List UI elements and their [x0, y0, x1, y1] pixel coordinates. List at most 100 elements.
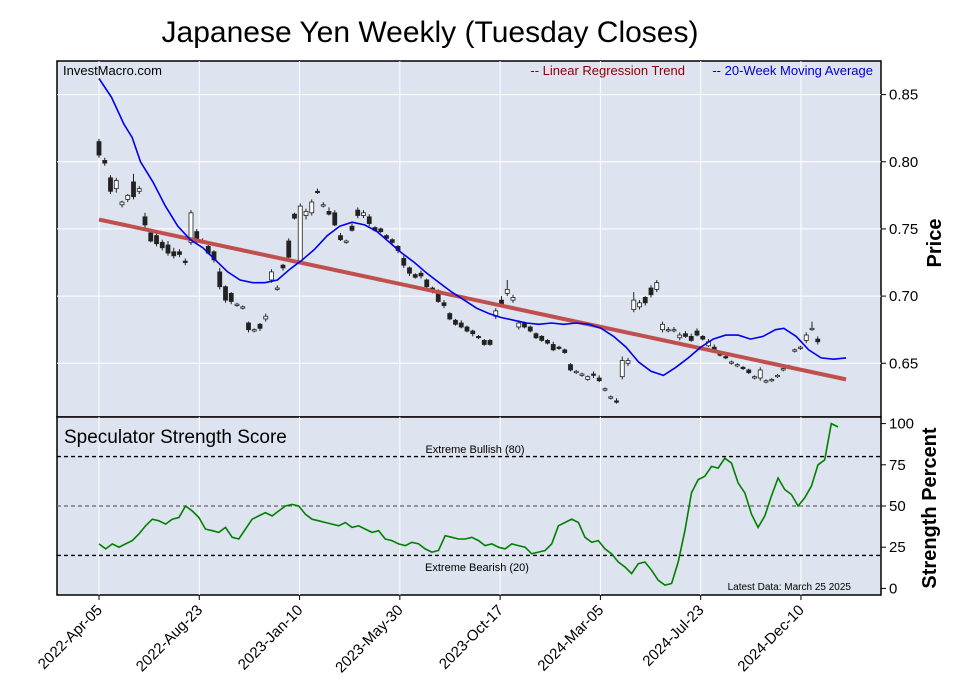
candle-body — [246, 322, 251, 331]
candle-body — [654, 282, 660, 290]
price-tick-label: 0.80 — [889, 154, 918, 171]
candle-body — [763, 380, 769, 383]
candle — [527, 325, 533, 333]
price-gridlines — [57, 61, 881, 417]
candle-body — [171, 251, 177, 257]
candle-body — [476, 335, 481, 339]
price-tick-label: 0.65 — [889, 355, 918, 372]
candle — [746, 368, 752, 375]
candle-body — [223, 286, 228, 301]
candle — [286, 238, 292, 260]
candle-body — [780, 368, 786, 371]
candle-body — [671, 329, 677, 332]
x-tick-label: 2023-May-30 — [332, 602, 407, 677]
chart-title: Japanese Yen Weekly (Tuesday Closes) — [162, 16, 699, 49]
candle — [361, 210, 366, 219]
extreme-bearish-label: Extreme Bearish (20) — [425, 562, 529, 574]
candle-body — [108, 177, 113, 192]
candle — [297, 203, 303, 263]
candle-body — [539, 335, 545, 341]
candle — [619, 356, 625, 380]
candle — [734, 363, 740, 368]
candle-body — [96, 141, 102, 156]
candle — [464, 325, 470, 333]
candle-body — [407, 267, 412, 274]
candle — [763, 379, 769, 384]
candle — [309, 199, 315, 216]
candle-body — [734, 364, 740, 367]
strength-tick-label: 75 — [889, 457, 906, 474]
candle — [228, 292, 234, 305]
strength-reference-lines — [57, 455, 881, 557]
candle-body — [625, 360, 631, 364]
candle-body — [729, 361, 734, 364]
candle-body — [297, 205, 303, 262]
candle — [809, 321, 815, 332]
candle-body — [694, 330, 700, 336]
candle — [366, 214, 372, 227]
strength-axis-label: Strength Percent — [919, 427, 941, 588]
candle — [320, 202, 326, 208]
candle — [182, 258, 188, 266]
candle — [131, 173, 136, 200]
candle-body — [343, 240, 349, 243]
candle — [338, 232, 343, 242]
x-axis: 2022-Apr-05 2022-Aug-23 2023-Jan-10 2023-Ma… — [35, 595, 808, 676]
candle — [257, 322, 263, 332]
candle-body — [309, 201, 315, 214]
candle — [562, 348, 568, 354]
candle-body — [614, 400, 619, 403]
candle — [688, 333, 694, 342]
candle-body — [315, 190, 320, 194]
candle-body — [545, 340, 550, 344]
candle-body — [142, 216, 148, 226]
candle — [251, 328, 257, 333]
candle — [665, 326, 671, 333]
candle-body — [217, 271, 223, 288]
candle — [660, 321, 665, 333]
candle-body — [458, 322, 464, 328]
candle-body — [159, 241, 165, 249]
candle-body — [154, 235, 159, 245]
candle-body — [648, 287, 654, 296]
price-tick-label: 0.75 — [889, 221, 918, 238]
candle — [303, 208, 309, 220]
price-candles — [96, 138, 821, 404]
candle — [470, 329, 476, 337]
candle-body — [332, 212, 338, 226]
candle — [798, 345, 803, 350]
source-watermark: InvestMacro.com — [63, 63, 162, 78]
x-tick-label: 2022-Apr-05 — [35, 602, 106, 673]
candle — [246, 321, 251, 333]
candle — [389, 238, 395, 244]
candle-body — [401, 258, 407, 266]
price-tick-label: 0.85 — [889, 87, 918, 104]
candle — [631, 292, 637, 313]
candle — [113, 177, 119, 193]
candle — [458, 320, 464, 329]
candle — [424, 278, 430, 290]
candle-body — [579, 373, 585, 376]
latest-data-label: Latest Data: March 25 2025 — [728, 582, 852, 593]
candle-body — [533, 333, 539, 339]
price-tick-label: 0.70 — [889, 288, 918, 305]
candle-body — [562, 349, 568, 353]
candle-body — [550, 344, 556, 351]
candle — [418, 270, 424, 279]
candle-body — [631, 299, 637, 310]
candle-body — [148, 232, 154, 242]
strength-tick-label: 100 — [889, 416, 914, 433]
candle — [171, 247, 177, 259]
candle — [550, 341, 556, 352]
candle — [292, 212, 297, 220]
candle — [573, 369, 579, 375]
candle — [591, 371, 596, 379]
candle — [274, 285, 280, 291]
x-tick-label: 2022-Aug-23 — [133, 602, 206, 675]
candle — [378, 227, 384, 233]
x-tick-label: 2023-Oct-17 — [436, 602, 507, 673]
legend-ma-label: -- 20-Week Moving Average — [712, 63, 873, 78]
candle — [223, 285, 228, 303]
strength-score-line — [98, 422, 839, 586]
candle-body — [642, 297, 648, 304]
